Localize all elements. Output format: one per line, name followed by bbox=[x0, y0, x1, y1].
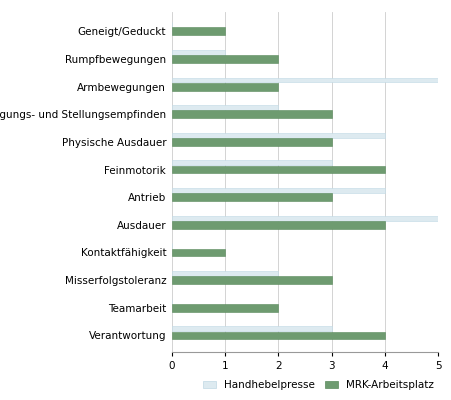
Bar bbox=[171, 166, 384, 174]
Bar bbox=[171, 221, 384, 229]
Legend: Handhebelpresse, MRK-Arbeitsplatz: Handhebelpresse, MRK-Arbeitsplatz bbox=[198, 376, 437, 394]
Bar bbox=[171, 83, 278, 90]
Bar bbox=[171, 105, 278, 110]
Bar bbox=[171, 138, 331, 146]
Bar bbox=[171, 133, 384, 138]
Bar bbox=[171, 28, 225, 35]
Bar bbox=[171, 160, 331, 166]
Bar bbox=[171, 332, 384, 339]
Bar bbox=[171, 326, 331, 331]
Bar bbox=[171, 276, 331, 284]
Bar bbox=[171, 188, 384, 193]
Bar bbox=[171, 55, 278, 63]
Bar bbox=[171, 193, 331, 201]
Bar bbox=[171, 78, 437, 82]
Bar bbox=[171, 216, 437, 221]
Bar bbox=[171, 271, 278, 276]
Bar bbox=[171, 304, 278, 312]
Bar bbox=[171, 50, 225, 55]
Bar bbox=[171, 110, 331, 118]
Bar bbox=[171, 249, 225, 256]
